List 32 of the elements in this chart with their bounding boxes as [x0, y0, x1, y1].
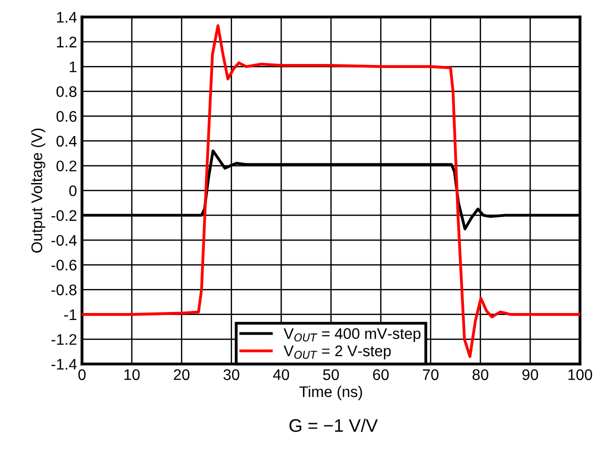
y-tick-label: -1 [64, 309, 76, 320]
y-tick-label: -0.8 [51, 284, 76, 296]
x-tick-label: 60 [373, 369, 389, 380]
x-tick-label: 20 [174, 369, 190, 380]
y-tick-label: 0.2 [56, 160, 76, 172]
x-tick-label: 10 [124, 369, 140, 380]
legend-label: V$_{OUT}$ = 2 V-step [284, 346, 391, 360]
x-tick-label: 40 [273, 369, 290, 380]
y-tick-label: -0.4 [51, 234, 77, 246]
y-tick-label: -1.2 [51, 334, 76, 345]
x-tick-label: 70 [422, 369, 438, 380]
x-tick-label: 50 [323, 369, 339, 380]
text: G = −1 V/V [289, 418, 378, 432]
y-tick-label: 1.2 [57, 36, 76, 48]
y-tick-label: 1 [70, 62, 76, 72]
y-tick-label: 1.4 [57, 12, 77, 23]
x-tick-label: 80 [472, 369, 488, 380]
y-axis-title: Output Voltage (V) [31, 128, 46, 253]
x-axis-title: Time (ns) [299, 386, 362, 400]
y-tick-label: 0.8 [56, 86, 76, 98]
y-tick-label: -0.2 [51, 210, 76, 221]
line-series [82, 24, 580, 358]
y-tick-label: 0.4 [56, 136, 77, 147]
y-tick-label: -0.6 [51, 260, 76, 271]
x-tick-label: 0 [78, 369, 86, 380]
y-tick-label: 0.6 [56, 111, 76, 122]
x-tick-label: 100 [568, 369, 592, 380]
legend-label: V$_{OUT}$ = 400 mV-step [284, 328, 420, 342]
x-tick-label: 30 [223, 369, 240, 380]
y-tick-label: -1.4 [51, 359, 77, 370]
x-tick-label: 90 [522, 369, 538, 380]
y-tick-label: 0 [69, 185, 77, 196]
